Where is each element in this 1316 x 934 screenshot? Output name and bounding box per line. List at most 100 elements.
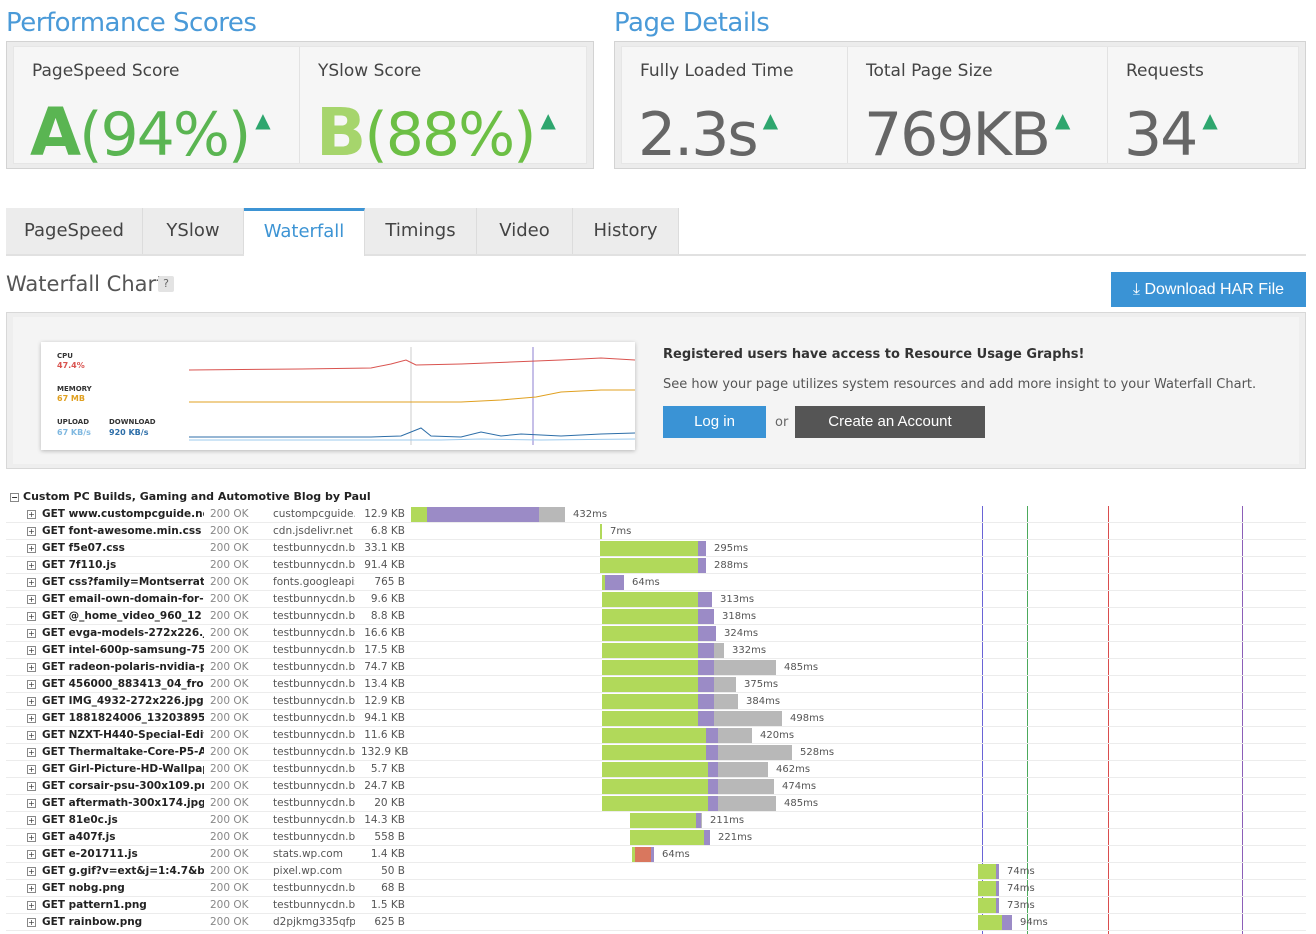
login-button[interactable]: Log in <box>663 406 766 438</box>
request-url[interactable]: GET radeon-polaris-nvidia-pa <box>42 661 204 673</box>
table-row[interactable]: + GET 456000_883413_04_fro 200 OK testbunny… <box>6 676 1306 693</box>
expand-icon[interactable]: + <box>27 595 36 604</box>
download-har-label: Download HAR File <box>1144 281 1285 298</box>
timing-bar-segment <box>708 796 718 811</box>
page-size-cell: Total Page Size 769KB ▲ <box>848 47 1108 170</box>
expand-icon[interactable]: + <box>27 612 36 621</box>
table-row[interactable]: + GET pattern1.png 200 OK testbunnycdn.b-c 1… <box>6 897 1306 914</box>
table-row[interactable]: + GET a407f.js 200 OK testbunnycdn.b-c 558 B… <box>6 829 1306 846</box>
table-row[interactable]: + GET css?family=Montserrat: 200 OK fonts.g… <box>6 574 1306 591</box>
expand-icon[interactable]: + <box>27 527 36 536</box>
request-url[interactable]: GET intel-600p-samsung-750 <box>42 644 204 656</box>
table-row[interactable]: + GET IMG_4932-272x226.jpg 200 OK testbunny… <box>6 693 1306 710</box>
table-row[interactable]: + GET radeon-polaris-nvidia-pa 200 OK testb… <box>6 659 1306 676</box>
expand-icon[interactable]: + <box>27 901 36 910</box>
tab-waterfall[interactable]: Waterfall <box>244 208 365 256</box>
tab-pagespeed[interactable]: PageSpeed <box>6 208 143 254</box>
table-row[interactable]: + GET @_home_video_960_12 200 OK testbunnyc… <box>6 608 1306 625</box>
request-url[interactable]: GET aftermath-300x174.jpg <box>42 797 204 809</box>
request-url[interactable]: GET nobg.png <box>42 882 125 894</box>
table-row[interactable]: + GET email-own-domain-for-v 200 OK testbun… <box>6 591 1306 608</box>
timing-bar-segment <box>600 558 698 573</box>
request-url[interactable]: GET corsair-psu-300x109.pn <box>42 780 204 792</box>
expand-icon[interactable]: + <box>27 646 36 655</box>
tab-video[interactable]: Video <box>477 208 573 254</box>
table-row[interactable]: + GET rainbow.png 200 OK d2pjkmg335qfp5 625 … <box>6 914 1306 931</box>
expand-icon[interactable]: + <box>27 884 36 893</box>
table-row[interactable]: + GET aftermath-300x174.jpg 200 OK testbunn… <box>6 795 1306 812</box>
table-row[interactable]: + GET f5e07.css 200 OK testbunnycdn.b-c 33.1… <box>6 540 1306 557</box>
request-status: 200 OK <box>210 712 249 724</box>
expand-icon[interactable]: + <box>27 544 36 553</box>
table-row[interactable]: + GET www.custompcguide.ne 200 OK custompcg… <box>6 506 1306 523</box>
expand-icon[interactable]: + <box>27 714 36 723</box>
request-url[interactable]: GET 7f110.js <box>42 559 117 571</box>
create-account-button[interactable]: Create an Account <box>795 406 985 438</box>
expand-icon[interactable]: + <box>27 867 36 876</box>
table-row[interactable]: + GET g.gif?v=ext&j=1:4.7&bl 200 OK pixel.w… <box>6 863 1306 880</box>
table-row[interactable]: + GET 1881824006_132038950 200 OK testbunny… <box>6 710 1306 727</box>
expand-icon[interactable]: + <box>27 748 36 757</box>
request-url[interactable]: GET NZXT-H440-Special-Edit <box>42 729 204 741</box>
expand-icon[interactable]: + <box>27 578 36 587</box>
request-url[interactable]: GET Thermaltake-Core-P5-A <box>42 746 204 758</box>
download-har-button[interactable]: ⤓ Download HAR File <box>1111 272 1306 307</box>
timing-bar-segment <box>996 881 999 896</box>
table-row[interactable]: + GET corsair-psu-300x109.pn 200 OK testbun… <box>6 778 1306 795</box>
expand-icon[interactable]: + <box>27 510 36 519</box>
waterfall-group-header[interactable]: − Custom PC Builds, Gaming and Automotive… <box>10 490 371 503</box>
request-time: 7ms <box>610 526 632 537</box>
request-url[interactable]: GET pattern1.png <box>42 899 147 911</box>
request-url[interactable]: GET IMG_4932-272x226.jpg <box>42 695 204 707</box>
request-url[interactable]: GET f5e07.css <box>42 542 125 554</box>
memory-value: 67 MB <box>57 394 85 403</box>
expand-icon[interactable]: + <box>27 663 36 672</box>
arrow-up-icon: ▲ <box>1202 108 1217 132</box>
table-row[interactable]: + GET font-awesome.min.css 200 OK cdn.jsdel… <box>6 523 1306 540</box>
expand-icon[interactable]: + <box>27 833 36 842</box>
request-url[interactable]: GET 1881824006_132038950 <box>42 712 204 724</box>
request-url[interactable]: GET 81e0c.js <box>42 814 118 826</box>
request-time: 485ms <box>784 798 819 809</box>
request-url[interactable]: GET e-201711.js <box>42 848 138 860</box>
expand-icon[interactable]: + <box>27 765 36 774</box>
table-row[interactable]: + GET Girl-Picture-HD-Wallpap 200 OK testbu… <box>6 761 1306 778</box>
request-url[interactable]: GET a407f.js <box>42 831 116 843</box>
request-url[interactable]: GET evga-models-272x226.jp <box>42 627 204 639</box>
expand-icon[interactable]: + <box>27 782 36 791</box>
table-row[interactable]: + GET 81e0c.js 200 OK testbunnycdn.b-c 14.3 … <box>6 812 1306 829</box>
table-row[interactable]: + GET evga-models-272x226.jp 200 OK testbun… <box>6 625 1306 642</box>
promo-heading: Registered users have access to Resource… <box>663 347 1085 362</box>
request-url[interactable]: GET email-own-domain-for-v <box>42 593 204 605</box>
expand-icon[interactable]: + <box>27 561 36 570</box>
load-time-label: Fully Loaded Time <box>640 61 794 81</box>
request-url[interactable]: GET Girl-Picture-HD-Wallpap <box>42 763 204 775</box>
expand-icon[interactable]: + <box>27 629 36 638</box>
request-url[interactable]: GET rainbow.png <box>42 916 143 928</box>
expand-icon[interactable]: + <box>27 697 36 706</box>
expand-icon[interactable]: + <box>27 850 36 859</box>
table-row[interactable]: + GET Thermaltake-Core-P5-A 200 OK testbunn… <box>6 744 1306 761</box>
request-url[interactable]: GET font-awesome.min.css <box>42 525 202 537</box>
expand-icon[interactable]: + <box>27 731 36 740</box>
table-row[interactable]: + GET nobg.png 200 OK testbunnycdn.b-c 68 B 7… <box>6 880 1306 897</box>
tab-yslow[interactable]: YSlow <box>143 208 244 254</box>
expand-icon[interactable]: + <box>27 799 36 808</box>
request-url[interactable]: GET css?family=Montserrat: <box>42 576 204 588</box>
table-row[interactable]: + GET 7f110.js 200 OK testbunnycdn.b-c 91.4 … <box>6 557 1306 574</box>
collapse-icon[interactable]: − <box>10 493 19 502</box>
request-url[interactable]: GET www.custompcguide.ne <box>42 508 204 520</box>
expand-icon[interactable]: + <box>27 816 36 825</box>
request-url[interactable]: GET g.gif?v=ext&j=1:4.7&bl <box>42 865 204 877</box>
request-url[interactable]: GET @_home_video_960_12 <box>42 610 202 622</box>
request-url[interactable]: GET 456000_883413_04_fro <box>42 678 204 690</box>
tab-history[interactable]: History <box>573 208 679 254</box>
help-icon[interactable]: ? <box>158 276 174 292</box>
table-row[interactable]: + GET e-201711.js 200 OK stats.wp.com 1.4 KB… <box>6 846 1306 863</box>
table-row[interactable]: + GET intel-600p-samsung-750 200 OK testbun… <box>6 642 1306 659</box>
tab-timings[interactable]: Timings <box>365 208 477 254</box>
page-details-title: Page Details <box>614 8 770 38</box>
expand-icon[interactable]: + <box>27 918 36 927</box>
expand-icon[interactable]: + <box>27 680 36 689</box>
table-row[interactable]: + GET NZXT-H440-Special-Edit 200 OK testbun… <box>6 727 1306 744</box>
